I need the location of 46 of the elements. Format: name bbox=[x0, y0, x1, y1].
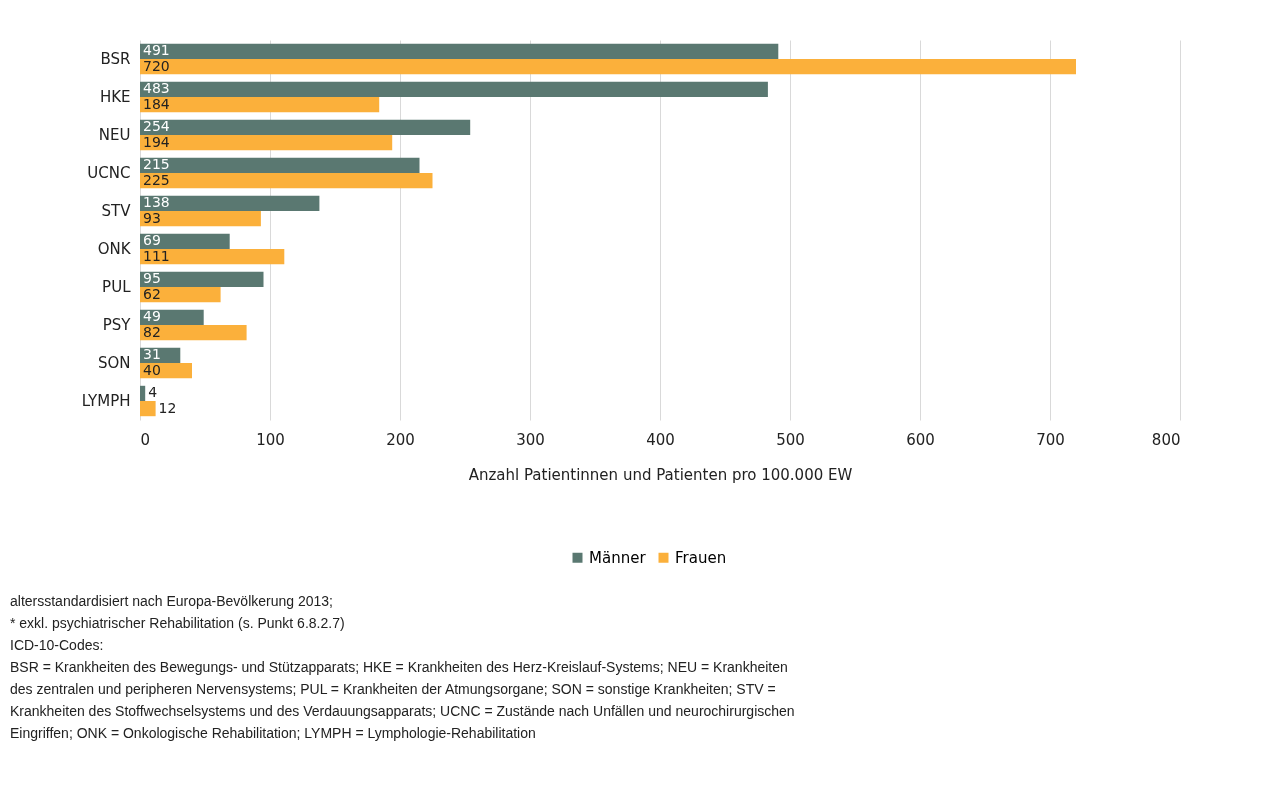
x-tick-label: 700 bbox=[1036, 430, 1065, 449]
data-label: 40 bbox=[143, 361, 161, 378]
y-tick-label: LYMPH bbox=[81, 392, 131, 410]
y-tick-label: UCNC bbox=[87, 164, 131, 182]
x-tick-label: 600 bbox=[906, 430, 935, 449]
x-tick-label: 300 bbox=[516, 430, 545, 449]
y-tick-label: HKE bbox=[99, 88, 131, 106]
x-tick-label: 500 bbox=[776, 430, 805, 449]
data-label: 194 bbox=[143, 133, 170, 150]
y-tick-label: NEU bbox=[98, 126, 131, 144]
data-label: 254 bbox=[143, 118, 170, 135]
data-label: 4 bbox=[148, 384, 158, 401]
data-label: 225 bbox=[143, 171, 170, 188]
text: * exkl. psychiatrischer Rehabilitation (s. Punkt 6.8.2.7) bbox=[10, 615, 345, 631]
data-label: 720 bbox=[143, 57, 170, 74]
data-label: 62 bbox=[143, 285, 161, 302]
data-label: 491 bbox=[143, 42, 170, 59]
x-tick-label: 100 bbox=[256, 430, 285, 449]
text: ICD-10-Codes: bbox=[10, 637, 104, 653]
y-tick-label: SON bbox=[97, 354, 131, 372]
y-tick-label: BSR bbox=[100, 50, 131, 68]
y-tick-label: PUL bbox=[102, 278, 132, 296]
x-tick-label: 800 bbox=[1151, 430, 1181, 449]
data-label: 49 bbox=[143, 308, 161, 325]
x-axis-title: Anzahl Patientinnen und Patienten pro 100.000 EW bbox=[468, 465, 853, 484]
data-label: 215 bbox=[143, 156, 170, 173]
x-tick-label: 200 bbox=[386, 430, 415, 449]
data-label: 184 bbox=[143, 95, 170, 112]
data-label: 31 bbox=[143, 346, 161, 363]
data-label: 82 bbox=[143, 323, 161, 340]
data-label: 12 bbox=[158, 399, 177, 416]
y-tick-label: ONK bbox=[97, 240, 132, 258]
legend-label: Frauen bbox=[675, 548, 727, 567]
data-label: 483 bbox=[143, 80, 170, 97]
data-label: 69 bbox=[143, 232, 161, 249]
data-label: 95 bbox=[143, 270, 161, 287]
text: BSR = Krankheiten des Bewegungs- und Stützapparats; HKE = Krankheiten des Herz-Kreislauf-Systems; NEU = Krankheiten des zentralen und peripheren Nervensystems; PUL = Krankheiten der Atmungsorgane; SON = sonstige Krankheiten; STV = Krankheiten des Stoffwechselsystems und des Verdauungsapparats; UCNC = Zustände nach Unfällen und neurochirurgischen Eingriffen; ONK = Onkologische Rehabilitation; LYMPH = Lymphologie-Rehabilitation bbox=[10, 659, 795, 741]
y-tick-label: STV bbox=[101, 202, 132, 220]
x-tick-label: 0 bbox=[140, 430, 151, 449]
text: altersstandardisiert nach Europa-Bevölkerung 2013; bbox=[10, 593, 333, 609]
data-label: 111 bbox=[143, 247, 170, 264]
y-tick-label: PSY bbox=[102, 316, 132, 334]
x-tick-label: 400 bbox=[646, 430, 675, 449]
data-label: 93 bbox=[143, 209, 161, 226]
data-label: 138 bbox=[143, 194, 170, 211]
legend-label: Männer bbox=[589, 548, 647, 567]
